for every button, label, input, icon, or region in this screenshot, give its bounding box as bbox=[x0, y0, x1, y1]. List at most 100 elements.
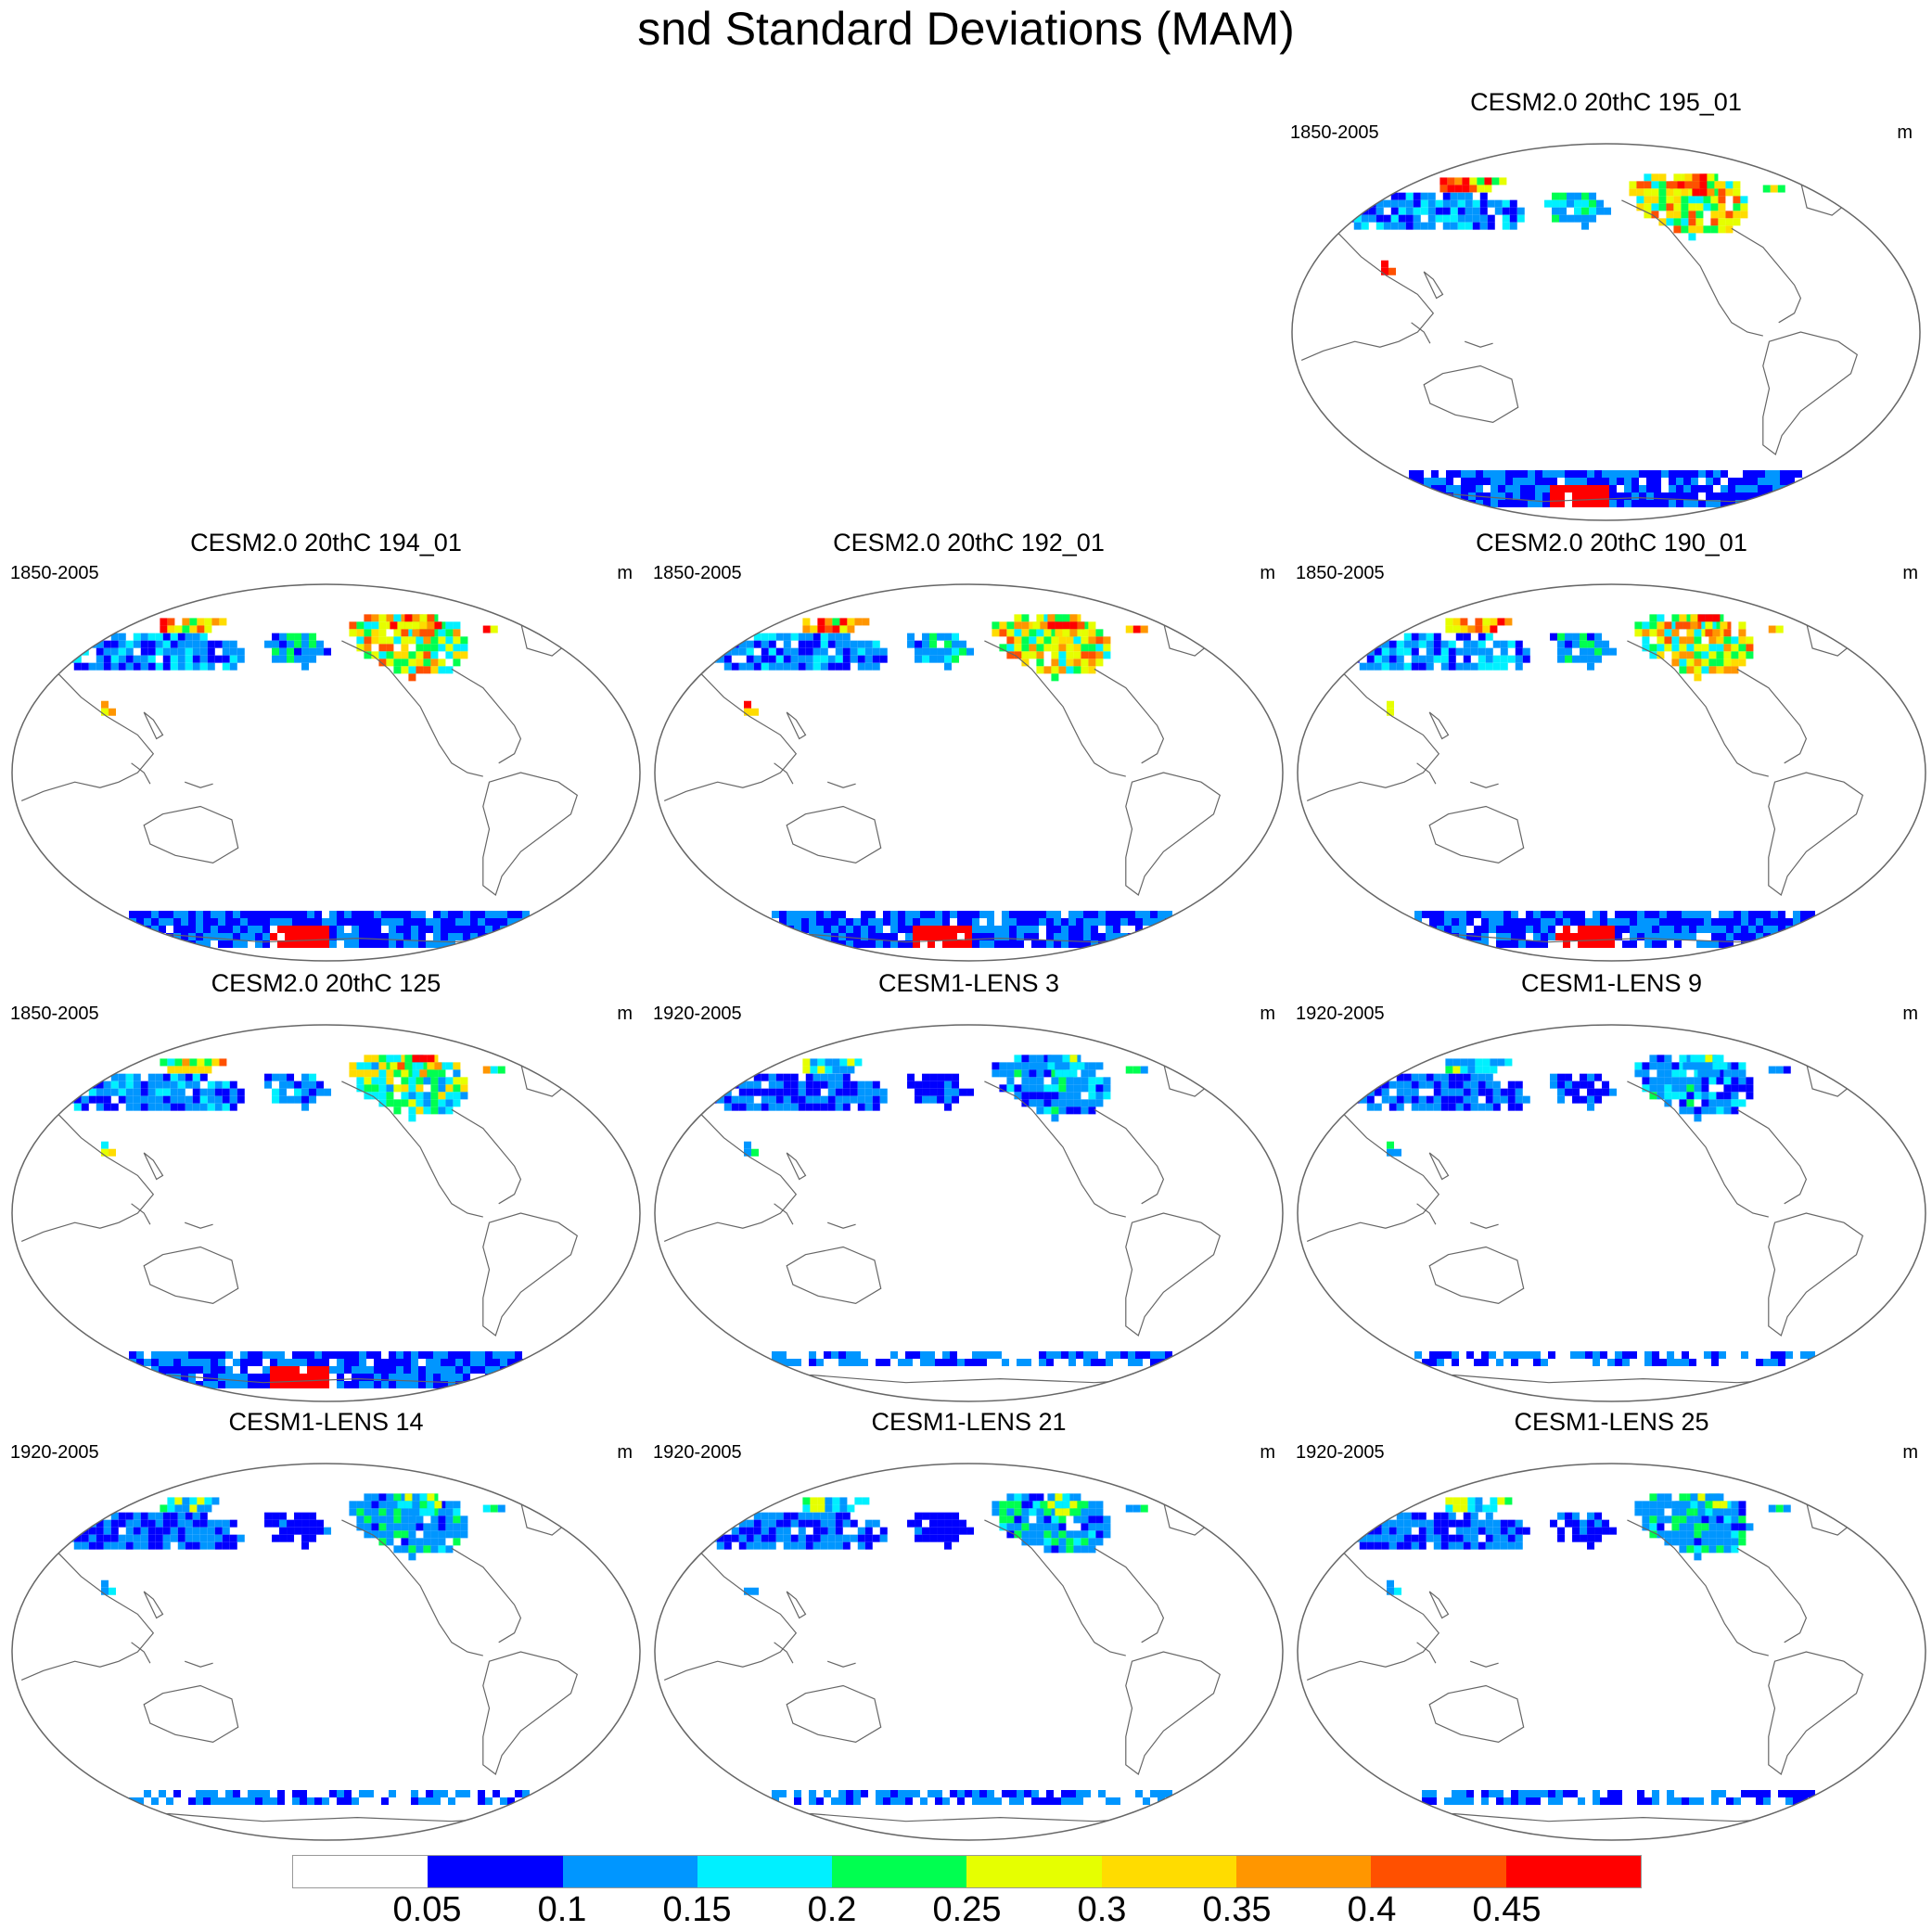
snow-cell bbox=[1068, 926, 1076, 933]
snow-cell bbox=[1654, 500, 1661, 507]
snow-cell bbox=[426, 1374, 433, 1381]
snow-cell bbox=[418, 1797, 426, 1805]
snow-cell bbox=[1006, 1530, 1015, 1539]
snow-cell bbox=[225, 1374, 233, 1381]
snow-cell bbox=[937, 1081, 945, 1089]
snow-cell bbox=[1578, 918, 1585, 926]
snow-cell bbox=[825, 1058, 833, 1067]
snow-cell bbox=[1058, 651, 1067, 659]
snow-cell bbox=[1503, 1797, 1511, 1805]
snow-cell bbox=[1483, 492, 1491, 500]
snow-cell bbox=[1047, 1501, 1056, 1509]
snow-cell bbox=[162, 1527, 171, 1535]
snow-cell bbox=[1496, 940, 1503, 948]
snow-cell bbox=[445, 1530, 454, 1539]
snow-cell bbox=[1046, 1351, 1054, 1359]
snow-cell bbox=[453, 1508, 461, 1516]
snow-cell bbox=[1418, 1103, 1427, 1111]
snow-cell bbox=[109, 1148, 117, 1157]
snow-cell bbox=[1396, 1081, 1404, 1089]
snow-cell bbox=[1587, 1081, 1595, 1089]
snow-cell bbox=[1580, 1527, 1588, 1535]
snow-cell bbox=[1658, 181, 1667, 189]
snow-cell bbox=[1555, 918, 1563, 926]
snow-cell bbox=[170, 1519, 178, 1528]
snow-cell bbox=[820, 633, 828, 641]
snow-cell bbox=[292, 1381, 300, 1388]
snow-cell bbox=[337, 1366, 344, 1374]
snow-cell bbox=[1414, 933, 1422, 940]
map-panel: CESM1-LENS 21 1920-2005 m bbox=[651, 1408, 1286, 1844]
snow-cell bbox=[1492, 640, 1501, 648]
snow-cell bbox=[309, 655, 317, 663]
snow-cell bbox=[1036, 1493, 1044, 1502]
snow-cell bbox=[1429, 933, 1437, 940]
snow-cell bbox=[1682, 918, 1689, 926]
snow-cell bbox=[199, 1073, 208, 1081]
snow-cell bbox=[401, 1099, 409, 1107]
snow-cell bbox=[1366, 1103, 1375, 1111]
snow-cell bbox=[1689, 926, 1696, 933]
snow-cell bbox=[1055, 1062, 1063, 1070]
snow-cell bbox=[1465, 199, 1473, 208]
coastline bbox=[1125, 1212, 1222, 1336]
snow-cell bbox=[229, 1103, 237, 1111]
snow-cell bbox=[915, 647, 923, 656]
snow-cell bbox=[1073, 1545, 1081, 1554]
snow-cell bbox=[222, 1103, 230, 1111]
snow-cell bbox=[1705, 1055, 1713, 1063]
snow-cell bbox=[853, 933, 861, 940]
snow-cell bbox=[408, 1523, 416, 1531]
snow-cell bbox=[1088, 636, 1096, 645]
snow-cell bbox=[1644, 196, 1652, 204]
snow-cell bbox=[427, 614, 435, 622]
snow-cell bbox=[738, 640, 747, 648]
snow-cell bbox=[1587, 1512, 1595, 1520]
snow-cell bbox=[233, 1381, 240, 1388]
snow-cell bbox=[1691, 492, 1698, 500]
snow-cell bbox=[110, 1073, 119, 1081]
snow-cell bbox=[478, 940, 485, 948]
snow-cell bbox=[872, 640, 880, 648]
snow-cell bbox=[1091, 933, 1098, 940]
snow-cell bbox=[1366, 1095, 1375, 1104]
snow-cell bbox=[853, 918, 861, 926]
snow-cell bbox=[1511, 933, 1518, 940]
snow-cell bbox=[1644, 173, 1652, 182]
snow-cell bbox=[738, 1541, 747, 1550]
snow-cell bbox=[1659, 926, 1667, 933]
snow-cell bbox=[1043, 614, 1052, 622]
snow-cell bbox=[1387, 1141, 1395, 1149]
snow-cell bbox=[426, 1381, 433, 1388]
snow-cell bbox=[1691, 470, 1698, 478]
snow-cell bbox=[1403, 1088, 1412, 1096]
snow-cell bbox=[1731, 1545, 1739, 1554]
snow-cell bbox=[133, 1541, 141, 1550]
snow-cell bbox=[204, 1058, 212, 1067]
snow-cell bbox=[944, 1519, 953, 1528]
snow-cell bbox=[959, 1527, 967, 1535]
snow-cell bbox=[883, 1790, 890, 1797]
snow-cell bbox=[199, 1534, 208, 1542]
snow-cell bbox=[218, 1359, 225, 1366]
snow-cell bbox=[1039, 1359, 1046, 1366]
snow-cell bbox=[500, 1374, 507, 1381]
snow-cell bbox=[1686, 644, 1695, 652]
snow-cell bbox=[1572, 485, 1580, 492]
snow-cell bbox=[1770, 185, 1778, 193]
snow-cell bbox=[408, 1515, 416, 1524]
snow-cell bbox=[890, 1351, 898, 1359]
snow-cell bbox=[438, 1092, 446, 1100]
snow-cell bbox=[1068, 933, 1076, 940]
snow-cell bbox=[160, 625, 168, 633]
snow-cell bbox=[160, 1058, 168, 1067]
snow-cell bbox=[448, 911, 455, 918]
snow-cell bbox=[922, 647, 930, 656]
snow-cell bbox=[1550, 470, 1557, 478]
snow-cell bbox=[270, 1381, 277, 1388]
snow-cell bbox=[1572, 640, 1580, 648]
snow-cell bbox=[1695, 211, 1704, 219]
snow-cell bbox=[1750, 485, 1758, 492]
snow-cell bbox=[1688, 203, 1696, 211]
snow-cell bbox=[1504, 618, 1513, 626]
